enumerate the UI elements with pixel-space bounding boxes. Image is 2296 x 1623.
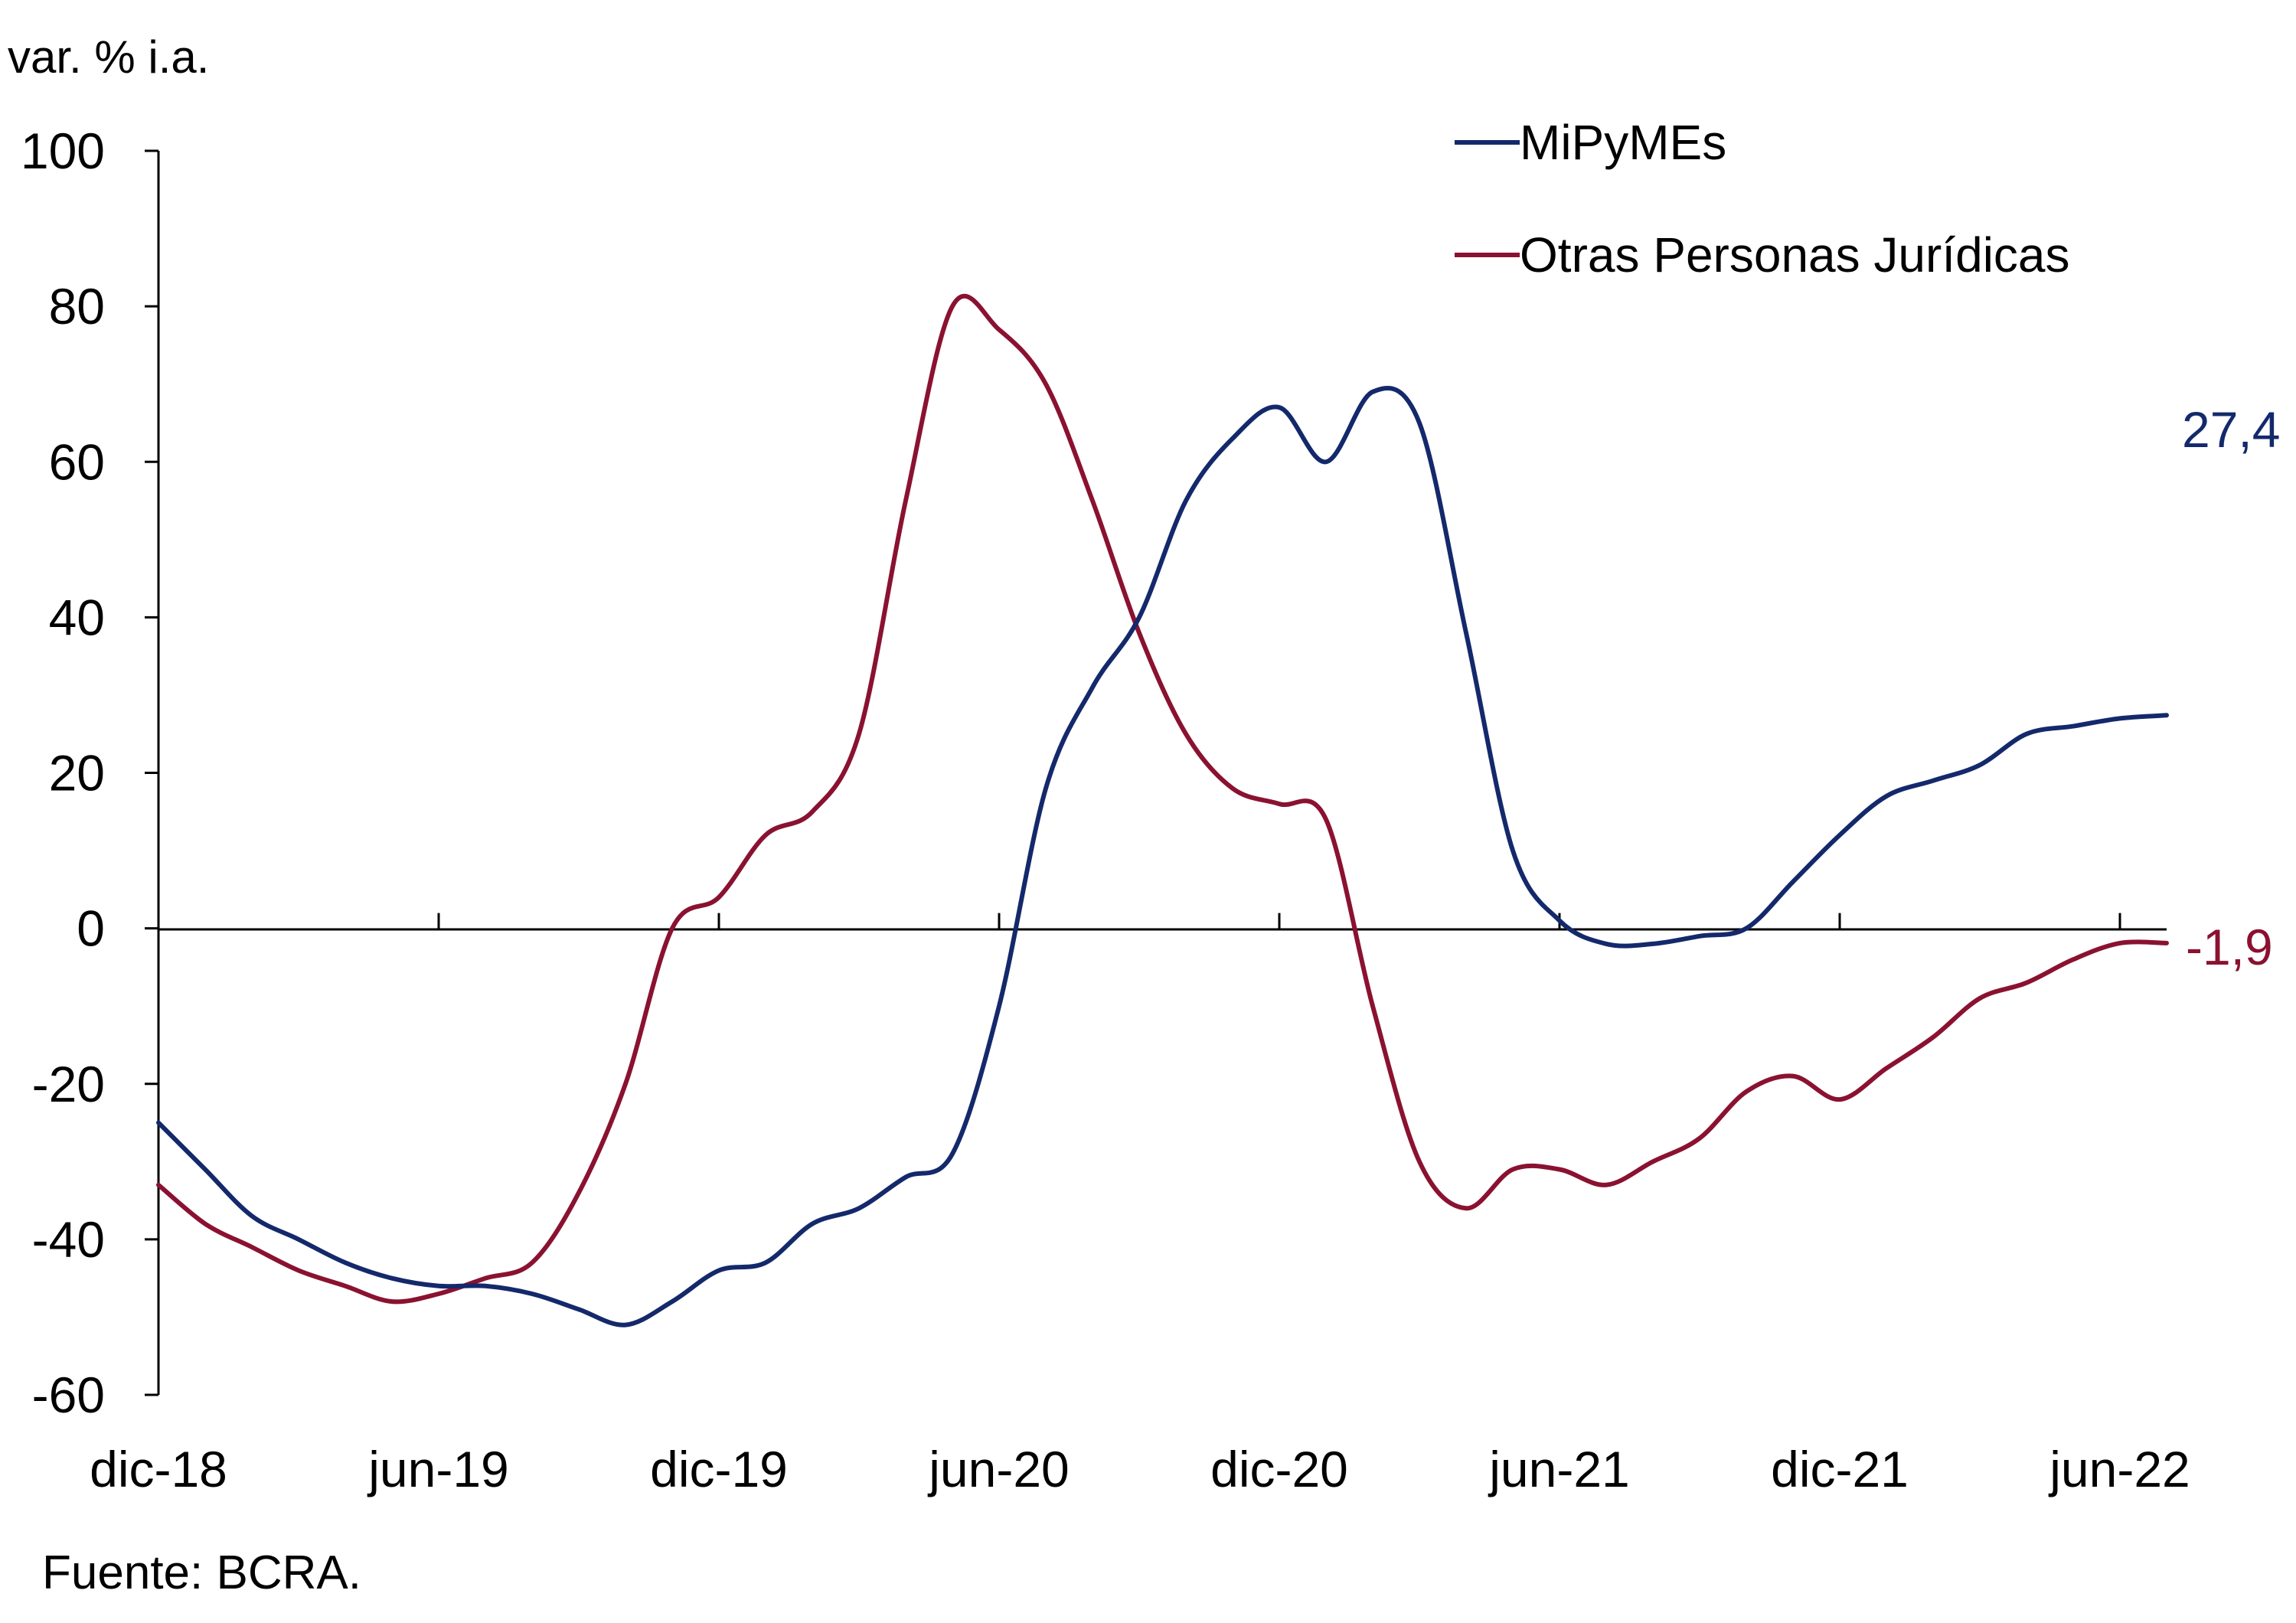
y-tick-label: -20	[32, 1056, 105, 1112]
legend-label-otras: Otras Personas Jurídicas	[1520, 227, 2070, 282]
x-ticks: dic-18 jun-19 dic-19 jun-20 dic-20 jun-21 dic-…	[90, 913, 2190, 1497]
x-tick-label: jun-19	[367, 1441, 508, 1497]
x-tick-label: dic-19	[650, 1441, 788, 1497]
x-tick-label: dic-18	[90, 1441, 227, 1497]
series-line-otras	[156, 293, 2169, 1305]
x-tick-label: jun-21	[1488, 1441, 1629, 1497]
y-tick-label: -60	[32, 1367, 105, 1423]
series-layer	[156, 293, 2169, 1327]
end-label-otras: -1,9	[2186, 919, 2273, 975]
legend: MiPyMEs Otras Personas Jurídicas	[1455, 115, 2070, 282]
x-tick-label: jun-22	[2048, 1441, 2190, 1497]
legend-label-mipymes: MiPyMEs	[1520, 115, 1726, 170]
source-note: Fuente: BCRA.	[42, 1546, 361, 1599]
y-tick-label: 100	[21, 122, 105, 179]
x-tick-label: jun-20	[927, 1441, 1069, 1497]
x-tick-label: dic-21	[1771, 1441, 1909, 1497]
y-axis-title: var. % i.a.	[8, 31, 209, 83]
y-tick-label: 0	[77, 900, 105, 957]
series-line-mipymes	[156, 385, 2169, 1327]
y-tick-label: 40	[49, 589, 105, 645]
y-tick-label: 20	[49, 745, 105, 802]
x-tick-label: dic-20	[1210, 1441, 1348, 1497]
y-tick-label: 80	[49, 278, 105, 335]
y-tick-label: -40	[32, 1211, 105, 1268]
y-tick-label: 60	[49, 433, 105, 490]
y-ticks: 100 80 60 40 20 0 -20 -40 -60	[21, 122, 158, 1423]
end-label-mipymes: 27,4	[2182, 401, 2280, 458]
